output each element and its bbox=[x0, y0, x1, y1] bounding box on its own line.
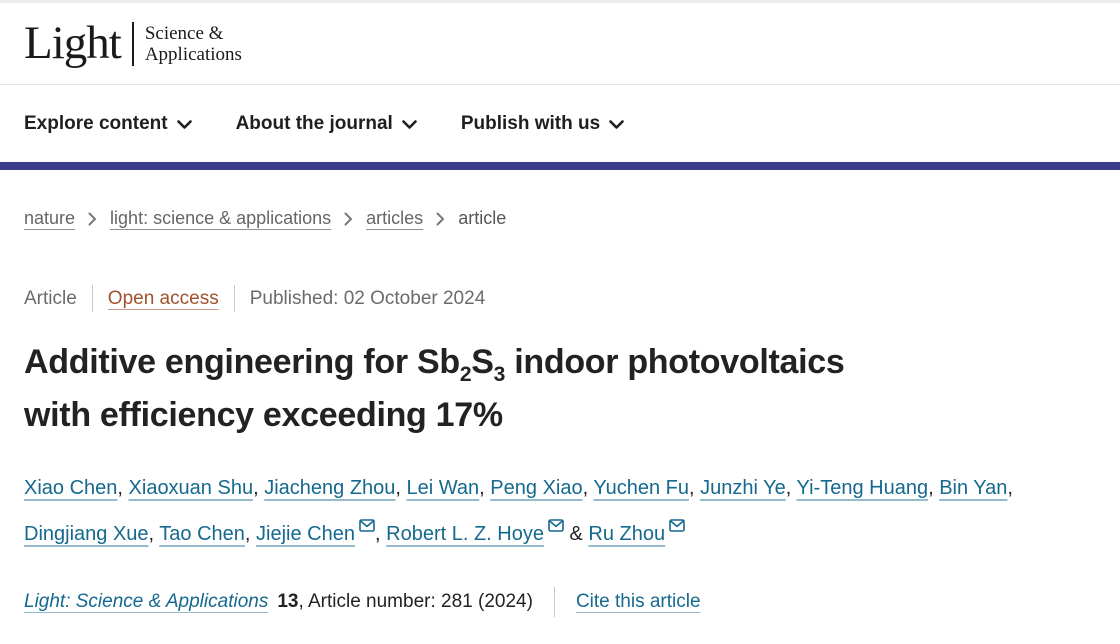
title-subscript: 2 bbox=[459, 362, 472, 386]
author-link[interactable]: Yuchen Fu bbox=[593, 477, 689, 500]
nav-item[interactable]: Explore content bbox=[24, 113, 192, 135]
accent-bar bbox=[0, 162, 1120, 170]
journal-link[interactable]: Light: Science & Applications bbox=[24, 591, 269, 613]
article-type-label: Article bbox=[24, 287, 77, 309]
author-link[interactable]: Jiacheng Zhou bbox=[264, 477, 396, 500]
article-title: Additive engineering for Sb2S3 indoor ph… bbox=[24, 336, 1096, 441]
author-link[interactable]: Peng Xiao bbox=[490, 477, 583, 500]
author-link[interactable]: Lei Wan bbox=[406, 477, 480, 500]
logo-secondary-line1: Science & bbox=[144, 22, 224, 44]
citation-row: Light: Science & Applications 13 , Artic… bbox=[24, 587, 1096, 618]
open-access-link[interactable]: Open access bbox=[107, 287, 219, 309]
logo-divider bbox=[131, 21, 134, 66]
main-nav: Explore content About the journal Publish … bbox=[0, 85, 1120, 162]
published-date: Published: 02 October 2024 bbox=[249, 287, 486, 309]
citation-divider bbox=[553, 587, 555, 618]
author-link[interactable]: Robert L. Z. Hoye bbox=[386, 523, 544, 546]
site-header: Light Science & Applications bbox=[0, 3, 1120, 85]
breadcrumb-separator bbox=[88, 212, 97, 226]
breadcrumb-link[interactable]: light: science & applications bbox=[110, 208, 332, 228]
breadcrumb-link[interactable]: nature bbox=[24, 208, 76, 228]
author-link[interactable]: Xiao Chen bbox=[24, 477, 118, 500]
author-link[interactable]: Yi-Teng Huang bbox=[796, 477, 929, 500]
logo-secondary-text: Science & Applications bbox=[145, 22, 242, 65]
nav-item[interactable]: Publish with us bbox=[461, 113, 624, 135]
author-link[interactable]: Bin Yan bbox=[939, 477, 1008, 500]
title-text: S bbox=[471, 343, 494, 381]
journal-logo[interactable]: Light Science & Applications bbox=[24, 17, 242, 70]
envelope-icon[interactable] bbox=[669, 519, 685, 533]
email-author-icon[interactable] bbox=[548, 503, 564, 549]
nav-item-label: Explore content bbox=[24, 112, 168, 134]
title-text: Additive engineering for Sb bbox=[24, 343, 460, 381]
author-link[interactable]: Jiejie Chen bbox=[256, 523, 355, 546]
logo-primary-text: Light bbox=[24, 17, 122, 70]
author-link[interactable]: Junzhi Ye bbox=[700, 477, 786, 500]
author-link[interactable]: Ru Zhou bbox=[588, 523, 666, 546]
breadcrumb-current: article bbox=[458, 208, 507, 228]
chevron-right-icon bbox=[436, 212, 445, 225]
nav-item[interactable]: About the journal bbox=[236, 113, 417, 135]
chevron-right-icon bbox=[344, 212, 353, 225]
title-text: with efficiency exceeding 17% bbox=[24, 395, 503, 434]
meta-divider bbox=[233, 285, 235, 312]
chevron-down-icon bbox=[402, 120, 417, 129]
logo-secondary-line2: Applications bbox=[144, 43, 242, 65]
breadcrumb: nature light: science & applications artic… bbox=[24, 208, 1096, 229]
chevron-right-icon bbox=[88, 212, 97, 225]
title-text: indoor photovoltaics bbox=[505, 343, 845, 381]
email-author-icon[interactable] bbox=[669, 503, 685, 549]
envelope-icon[interactable] bbox=[548, 519, 564, 533]
author-link[interactable]: Dingjiang Xue bbox=[24, 523, 149, 546]
breadcrumb-separator bbox=[436, 212, 445, 226]
chevron-down-icon bbox=[176, 120, 192, 129]
email-author-icon[interactable] bbox=[359, 503, 375, 549]
article-number-text: , Article number: 281 (2024) bbox=[298, 591, 533, 613]
envelope-icon[interactable] bbox=[359, 519, 375, 533]
breadcrumb-separator bbox=[344, 212, 353, 226]
volume-number: 13 bbox=[277, 591, 299, 613]
author-link[interactable]: Xiaoxuan Shu bbox=[128, 477, 254, 500]
meta-divider bbox=[91, 285, 93, 312]
author-link[interactable]: Tao Chen bbox=[159, 523, 245, 546]
chevron-down-icon bbox=[609, 120, 624, 129]
title-subscript: 3 bbox=[493, 362, 506, 386]
breadcrumb-link[interactable]: articles bbox=[366, 208, 424, 228]
article-meta: Article Open access Published: 02 Octobe… bbox=[24, 285, 1096, 312]
nav-item-label: About the journal bbox=[235, 112, 393, 134]
author-list: Xiao Chen, Xiaoxuan Shu, Jiacheng Zhou, … bbox=[24, 465, 1096, 557]
nav-item-label: Publish with us bbox=[460, 112, 601, 134]
cite-this-article-link[interactable]: Cite this article bbox=[575, 591, 701, 613]
